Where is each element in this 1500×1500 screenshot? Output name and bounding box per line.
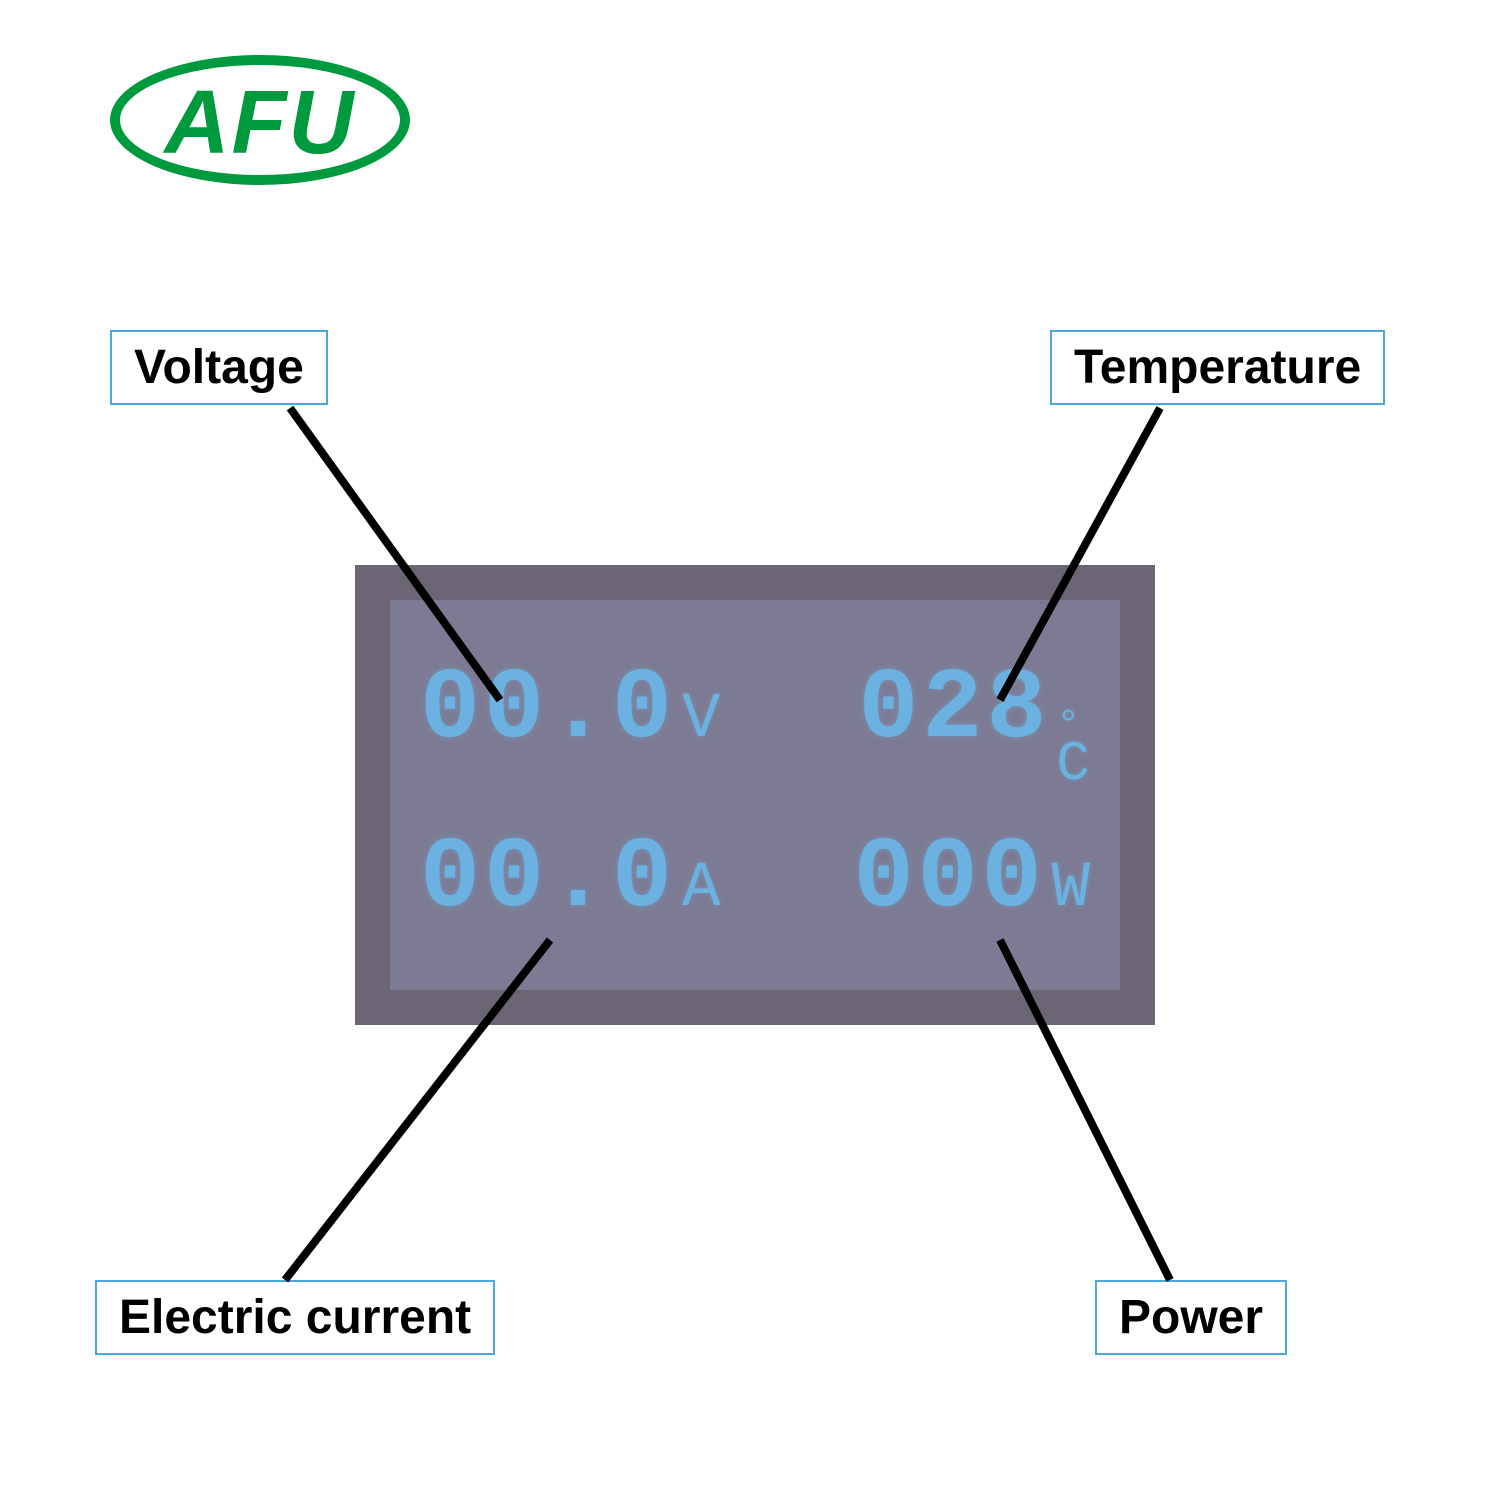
lcd-power: 000 W — [854, 823, 1090, 936]
lcd-power-unit: W — [1052, 853, 1090, 925]
callout-voltage: Voltage — [110, 330, 328, 405]
lcd-row-top: 00.0 V 028 ° C — [420, 654, 1090, 789]
stage: AFU 00.0 V 028 ° C 00.0 — [0, 0, 1500, 1500]
lcd-row-bottom: 00.0 A 000 W — [420, 823, 1090, 936]
brand-logo-text: AFU — [165, 78, 356, 168]
lcd-temperature-unit: ° C — [1056, 715, 1090, 789]
brand-logo: AFU — [110, 55, 410, 185]
lcd-temperature-value: 028 — [858, 654, 1050, 767]
callout-power: Power — [1095, 1280, 1287, 1355]
lcd-module: 00.0 V 028 ° C 00.0 A 000 — [355, 565, 1155, 1025]
callout-temperature: Temperature — [1050, 330, 1385, 405]
lcd-voltage-unit: V — [682, 684, 720, 756]
lcd-current: 00.0 A — [420, 823, 720, 936]
lcd-voltage: 00.0 V — [420, 654, 720, 767]
lcd-screen: 00.0 V 028 ° C 00.0 A 000 — [390, 600, 1120, 990]
lcd-voltage-value: 00.0 — [420, 654, 676, 767]
callout-current: Electric current — [95, 1280, 495, 1355]
celsius-letter: C — [1056, 739, 1090, 789]
lcd-current-value: 00.0 — [420, 823, 676, 936]
lcd-temperature: 028 ° C — [858, 654, 1090, 789]
lcd-current-unit: A — [682, 853, 720, 925]
lcd-power-value: 000 — [854, 823, 1046, 936]
